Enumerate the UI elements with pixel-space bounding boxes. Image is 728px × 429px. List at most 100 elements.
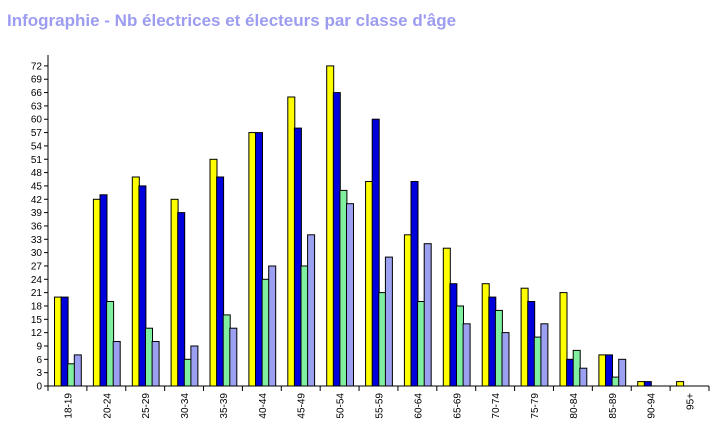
bar-25-29-s4: [151, 341, 160, 387]
bar-45-49-s4: [307, 234, 316, 387]
y-tick-label: 18: [31, 301, 43, 312]
bar-20-24-s2: [99, 194, 108, 387]
bar-25-29-s2: [138, 185, 147, 387]
y-tick-label: 54: [31, 141, 43, 152]
y-tick-label: 57: [31, 128, 43, 139]
y-tick-label: 12: [31, 328, 43, 339]
bar-90-94-s2: [643, 381, 652, 387]
bar-40-44-s3: [261, 278, 270, 387]
x-tick-label-55-59: 55-59: [375, 393, 386, 419]
x-tick-label-18-19: 18-19: [63, 393, 74, 419]
bar-70-74-s1: [481, 283, 490, 387]
y-ticks-group: 0369121518212427303336394245485154576063…: [31, 61, 48, 393]
bar-70-74-s3: [494, 309, 503, 387]
bar-30-34-s4: [190, 345, 199, 387]
bar-80-84-s4: [579, 367, 588, 387]
bar-18-19-s2: [60, 296, 69, 387]
x-tick-label-35-39: 35-39: [219, 393, 230, 419]
bar-40-44-s2: [255, 132, 263, 387]
y-tick-label: 27: [31, 261, 43, 272]
x-tick-label-70-74: 70-74: [491, 393, 502, 419]
x-tick-label-95+: 95+: [686, 393, 697, 410]
bar-30-34-s3: [183, 358, 192, 387]
bar-35-39-s4: [229, 327, 238, 387]
bar-65-69-s1: [442, 247, 451, 387]
bar-30-34-s2: [177, 212, 186, 387]
x-tick-label-75-79: 75-79: [530, 393, 541, 419]
bar-50-54-s2: [332, 92, 341, 387]
x-tick-label-50-54: 50-54: [336, 393, 347, 419]
x-tick-label-45-49: 45-49: [297, 393, 308, 419]
bar-60-64-s3: [417, 301, 426, 387]
bar-70-74-s2: [488, 296, 497, 387]
bar-65-69-s4: [462, 323, 471, 387]
bar-40-44-s4: [268, 265, 277, 387]
bar-85-89-s3: [611, 376, 620, 387]
bar-80-84-s1: [559, 292, 568, 387]
bar-18-19-s1: [54, 296, 62, 387]
y-tick-label: 45: [31, 181, 43, 192]
bar-35-39-s2: [216, 176, 225, 387]
axes-group: [47, 55, 709, 387]
bar-60-64-s1: [403, 234, 412, 387]
bar-25-29-s3: [145, 327, 153, 387]
bar-20-24-s1: [92, 198, 101, 387]
bar-50-54-s4: [346, 203, 354, 387]
y-tick-label: 42: [31, 195, 43, 206]
bar-60-64-s2: [410, 181, 419, 387]
y-tick-label: 36: [31, 221, 43, 232]
bar-75-79-s1: [520, 287, 529, 387]
bar-55-59-s3: [378, 292, 387, 387]
bar-55-59-s1: [365, 181, 374, 387]
bar-35-39-s1: [209, 158, 218, 387]
bar-75-79-s4: [540, 323, 549, 387]
bar-20-24-s3: [106, 301, 115, 387]
x-tick-label-20-24: 20-24: [102, 393, 113, 419]
y-tick-label: 6: [36, 355, 42, 366]
bar-80-84-s3: [572, 349, 581, 387]
bar-95+-s1: [676, 381, 685, 387]
y-tick-label: 63: [31, 101, 43, 112]
y-tick-label: 24: [31, 275, 43, 286]
bar-60-64-s4: [423, 243, 432, 387]
bar-70-74-s4: [501, 332, 510, 387]
bar-45-49-s1: [287, 96, 296, 387]
bars-group: [54, 65, 685, 387]
bar-45-49-s2: [293, 127, 302, 387]
y-tick-label: 21: [31, 288, 43, 299]
y-tick-label: 9: [36, 341, 42, 352]
y-tick-label: 30: [31, 248, 43, 259]
bar-18-19-s4: [73, 354, 82, 387]
y-tick-label: 3: [36, 368, 42, 379]
bar-50-54-s1: [326, 65, 335, 387]
x-tick-label-80-84: 80-84: [569, 393, 580, 419]
bar-80-84-s2: [566, 358, 575, 387]
x-tick-label-85-89: 85-89: [608, 393, 619, 419]
bar-50-54-s3: [339, 189, 348, 387]
bar-45-49-s3: [300, 265, 309, 387]
x-tick-label-65-69: 65-69: [452, 393, 463, 419]
bar-85-89-s1: [598, 354, 607, 387]
bar-55-59-s4: [384, 256, 393, 387]
x-tick-label-40-44: 40-44: [258, 393, 269, 419]
y-tick-label: 15: [31, 315, 43, 326]
y-tick-label: 72: [31, 61, 43, 72]
y-tick-label: 39: [31, 208, 43, 219]
y-tick-label: 51: [31, 155, 43, 166]
bar-25-29-s1: [131, 176, 140, 387]
y-tick-label: 69: [31, 75, 43, 86]
bar-85-89-s4: [618, 358, 627, 387]
bar-90-94-s1: [637, 381, 646, 387]
bar-20-24-s4: [112, 341, 121, 387]
x-ticks-group: 18-19 20-24 25-29 30-34 35-39 40-44 45-49 50-54…: [47, 386, 710, 419]
chart-title: Infographie - Nb électrices et électeurs…: [7, 11, 457, 30]
bar-75-79-s2: [527, 301, 536, 387]
x-tick-label-90-94: 90-94: [647, 393, 658, 419]
bar-75-79-s3: [533, 336, 542, 387]
bar-65-69-s3: [456, 305, 464, 387]
bar-30-34-s1: [170, 198, 179, 387]
bar-18-19-s3: [67, 363, 76, 387]
x-tick-label-30-34: 30-34: [180, 393, 191, 419]
x-tick-label-25-29: 25-29: [141, 393, 152, 419]
bar-65-69-s2: [449, 283, 458, 387]
